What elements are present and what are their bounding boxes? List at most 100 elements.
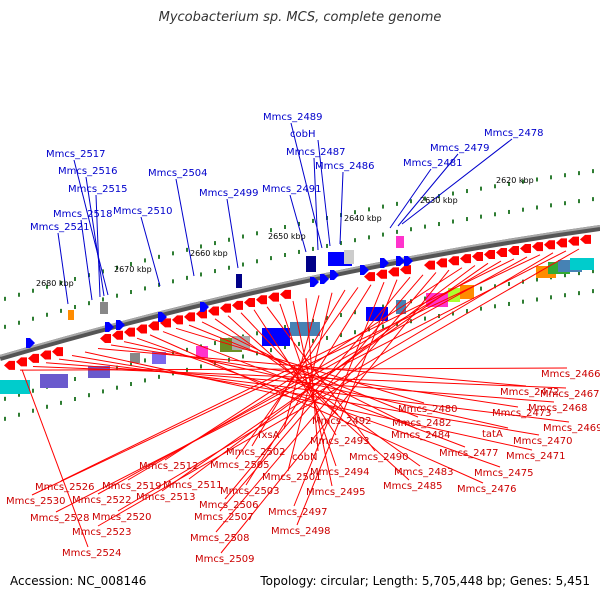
reverse-gene[interactable]: [424, 260, 435, 270]
tick-dot: [564, 293, 566, 298]
reverse-leader-line: [55, 250, 567, 513]
tick-dot: [326, 243, 328, 248]
tick-dot: [186, 275, 188, 280]
reverse-gene[interactable]: [484, 249, 495, 259]
forward-gene[interactable]: [26, 338, 35, 348]
reverse-gene[interactable]: [16, 357, 27, 367]
reverse-gene[interactable]: [220, 303, 231, 313]
gene-block[interactable]: [196, 346, 208, 358]
gene-block[interactable]: [396, 236, 404, 248]
forward-leader-line: [57, 232, 69, 305]
reverse-gene[interactable]: [508, 245, 519, 255]
tick-dot: [480, 186, 482, 191]
reverse-gene[interactable]: [136, 324, 147, 334]
forward-leader-line: [80, 219, 93, 301]
forward-gene[interactable]: [158, 312, 167, 322]
reverse-gene[interactable]: [208, 306, 219, 316]
reverse-gene[interactable]: [568, 236, 579, 246]
reverse-gene[interactable]: [52, 347, 63, 357]
forward-gene[interactable]: [380, 258, 389, 268]
gene-block[interactable]: [306, 256, 316, 272]
reverse-gene[interactable]: [40, 350, 51, 360]
map-title: Mycobacterium sp. MCS, complete genome: [158, 10, 442, 25]
forward-gene[interactable]: [330, 270, 339, 280]
gene-block[interactable]: [290, 322, 320, 336]
reverse-gene[interactable]: [556, 238, 567, 248]
reverse-gene-label: Mmcs_2480: [398, 404, 458, 415]
reverse-gene[interactable]: [184, 312, 195, 322]
forward-gene[interactable]: [360, 265, 369, 275]
gene-block[interactable]: [130, 353, 140, 363]
forward-gene-label: Mmcs_2518: [53, 209, 113, 220]
reverse-gene-label: Mmcs_2467: [540, 389, 600, 400]
reverse-gene[interactable]: [28, 353, 39, 363]
reverse-gene-label: Mmcs_2528: [30, 513, 90, 524]
tick-dot: [298, 249, 300, 254]
reverse-gene[interactable]: [280, 289, 291, 299]
reverse-leader-line: [235, 287, 359, 460]
reverse-gene[interactable]: [544, 240, 555, 250]
tick-dot: [130, 262, 132, 267]
reverse-gene[interactable]: [112, 330, 123, 340]
gene-block[interactable]: [68, 310, 74, 320]
reverse-gene[interactable]: [460, 254, 471, 264]
reverse-gene-label: Mmcs_2493: [310, 436, 370, 447]
gene-block[interactable]: [100, 302, 108, 314]
reverse-gene-label: Mmcs_2513: [136, 492, 196, 503]
gene-block[interactable]: [236, 274, 242, 288]
reverse-gene[interactable]: [172, 315, 183, 325]
gene-block[interactable]: [570, 258, 594, 270]
reverse-gene[interactable]: [532, 242, 543, 252]
reverse-gene[interactable]: [580, 234, 591, 244]
gene-block[interactable]: [0, 380, 30, 394]
forward-gene[interactable]: [404, 256, 413, 266]
reverse-gene[interactable]: [520, 244, 531, 254]
reverse-gene[interactable]: [376, 269, 387, 279]
reverse-gene[interactable]: [244, 298, 255, 308]
reverse-gene[interactable]: [364, 272, 375, 282]
forward-gene[interactable]: [310, 277, 319, 287]
tick-dot: [536, 277, 538, 282]
reverse-gene[interactable]: [4, 360, 15, 370]
reverse-gene[interactable]: [388, 267, 399, 277]
forward-gene[interactable]: [105, 322, 114, 332]
reverse-gene[interactable]: [124, 327, 135, 337]
tick-dot: [354, 330, 356, 335]
tick-dot: [102, 269, 104, 274]
gene-block[interactable]: [152, 352, 166, 364]
forward-gene[interactable]: [200, 302, 209, 312]
tick-label: 2650 kbp: [268, 232, 306, 241]
reverse-gene-label: Mmcs_2520: [92, 512, 152, 523]
reverse-gene[interactable]: [148, 321, 159, 331]
tick-dot: [424, 316, 426, 321]
gene-block[interactable]: [40, 374, 68, 388]
reverse-gene[interactable]: [496, 247, 507, 257]
tick-dot: [424, 296, 426, 301]
reverse-gene[interactable]: [100, 333, 111, 343]
reverse-gene-label: Mmcs_2507: [194, 512, 254, 523]
tick-dot: [368, 207, 370, 212]
tick-dot: [550, 295, 552, 300]
reverse-gene[interactable]: [232, 300, 243, 310]
tick-dot: [214, 269, 216, 274]
reverse-gene[interactable]: [400, 265, 411, 275]
reverse-gene[interactable]: [436, 258, 447, 268]
reverse-gene[interactable]: [256, 295, 267, 305]
tick-dot: [144, 286, 146, 291]
gene-block[interactable]: [344, 250, 354, 264]
reverse-gene-label: Mmcs_2519: [102, 481, 162, 492]
reverse-gene[interactable]: [472, 252, 483, 262]
reverse-gene[interactable]: [448, 256, 459, 266]
tick-dot: [46, 312, 48, 317]
tick-dot: [396, 201, 398, 206]
tick-dot: [74, 376, 76, 381]
forward-gene[interactable]: [116, 320, 125, 330]
tick-dot: [536, 177, 538, 182]
tick-dot: [382, 204, 384, 209]
forward-gene[interactable]: [396, 256, 405, 266]
forward-gene[interactable]: [320, 274, 329, 284]
reverse-gene[interactable]: [268, 292, 279, 302]
tick-dot: [424, 224, 426, 229]
tick-dot: [480, 286, 482, 291]
reverse-gene-label: Mmcs_2494: [310, 467, 370, 478]
